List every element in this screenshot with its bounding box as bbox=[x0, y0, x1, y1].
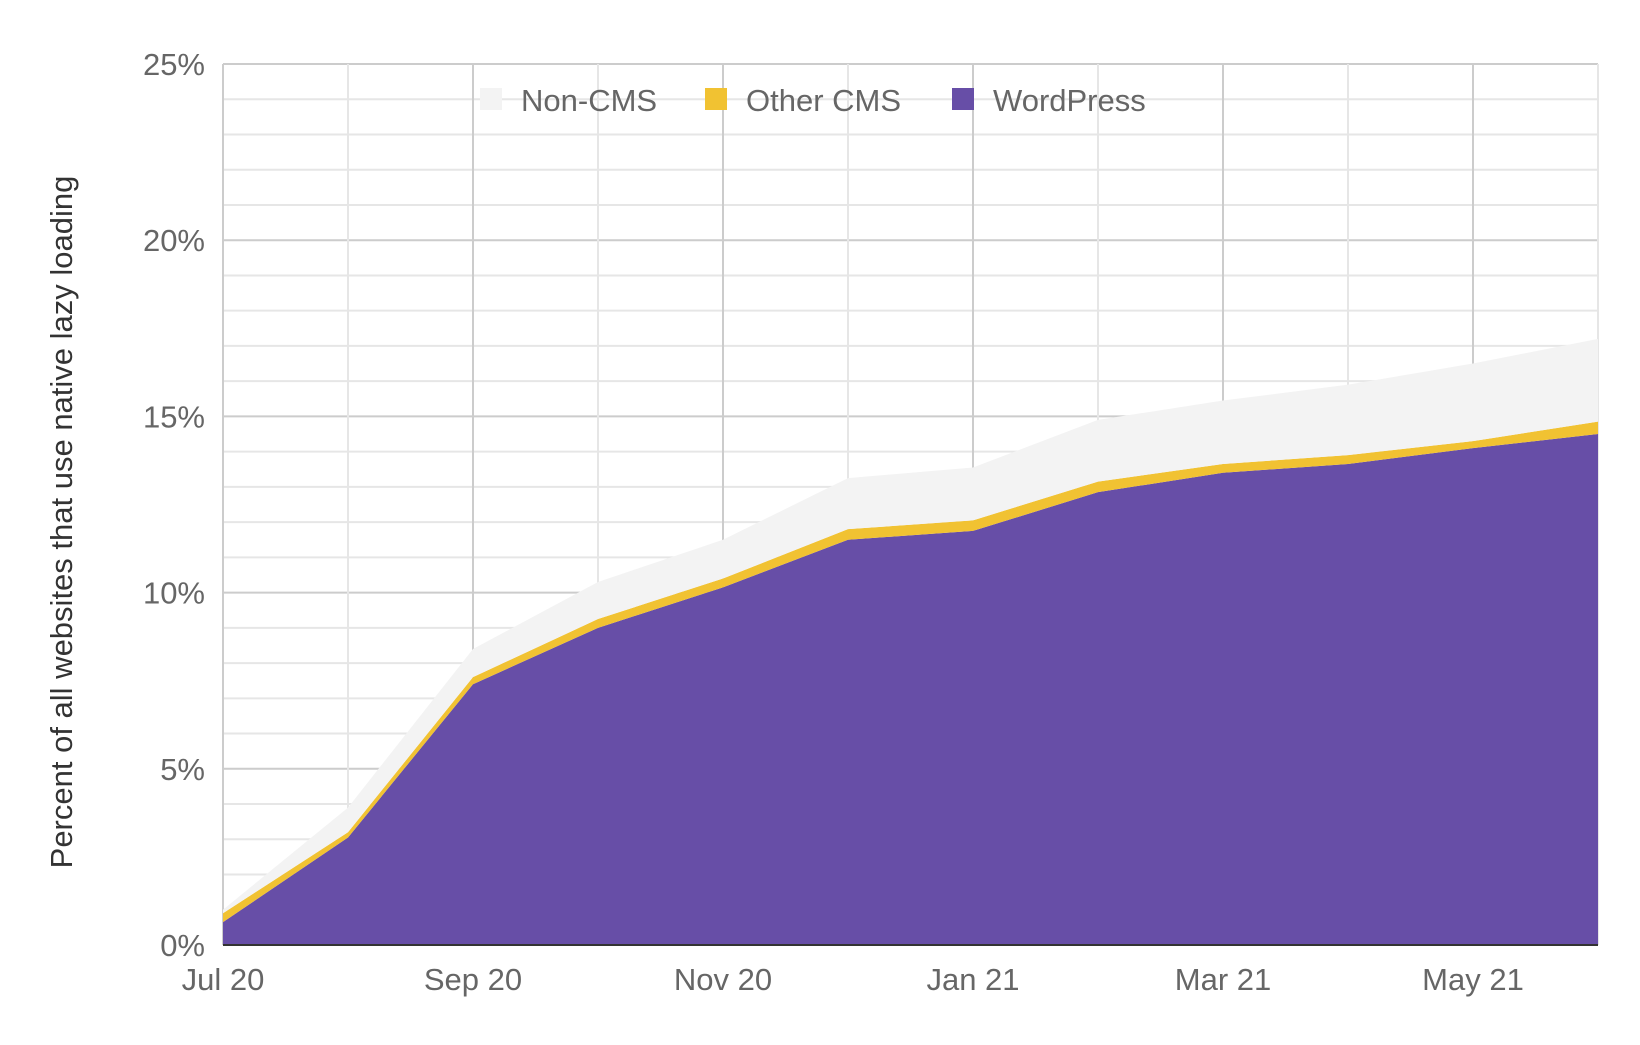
y-tick-label: 5% bbox=[160, 752, 205, 787]
x-tick-label: Nov 20 bbox=[674, 962, 772, 997]
x-tick-label: Sep 20 bbox=[424, 962, 522, 997]
areas bbox=[223, 338, 1598, 945]
legend-label: Other CMS bbox=[746, 83, 901, 118]
y-tick-label: 0% bbox=[160, 928, 205, 963]
x-tick-label: May 21 bbox=[1422, 962, 1524, 997]
y-tick-label: 20% bbox=[143, 223, 205, 258]
y-tick-label: 15% bbox=[143, 399, 205, 434]
legend-swatch bbox=[952, 88, 974, 110]
axes: 0% 5% 10% 15% 20% 25% Jul 20 Sep 20 Nov 20 Jan 21… bbox=[143, 47, 1598, 997]
legend: Non-CMS Other CMS WordPress bbox=[480, 83, 1146, 118]
y-axis-label: Percent of all websites that use native … bbox=[44, 176, 79, 869]
legend-item: Non-CMS bbox=[480, 83, 657, 118]
area-wordpress bbox=[223, 434, 1598, 945]
legend-item: Other CMS bbox=[705, 83, 901, 118]
x-tick-label: Jan 21 bbox=[926, 962, 1019, 997]
legend-label: Non-CMS bbox=[521, 83, 657, 118]
legend-label: WordPress bbox=[993, 83, 1146, 118]
area-non-cms bbox=[223, 338, 1598, 914]
legend-item: WordPress bbox=[952, 83, 1146, 118]
x-tick-label: Jul 20 bbox=[182, 962, 265, 997]
legend-swatch bbox=[480, 88, 502, 110]
y-tick-label: 10% bbox=[143, 576, 205, 611]
y-tick-label: 25% bbox=[143, 47, 205, 82]
area-other-cms bbox=[223, 421, 1598, 923]
legend-swatch bbox=[705, 88, 727, 110]
x-tick-label: Mar 21 bbox=[1175, 962, 1271, 997]
